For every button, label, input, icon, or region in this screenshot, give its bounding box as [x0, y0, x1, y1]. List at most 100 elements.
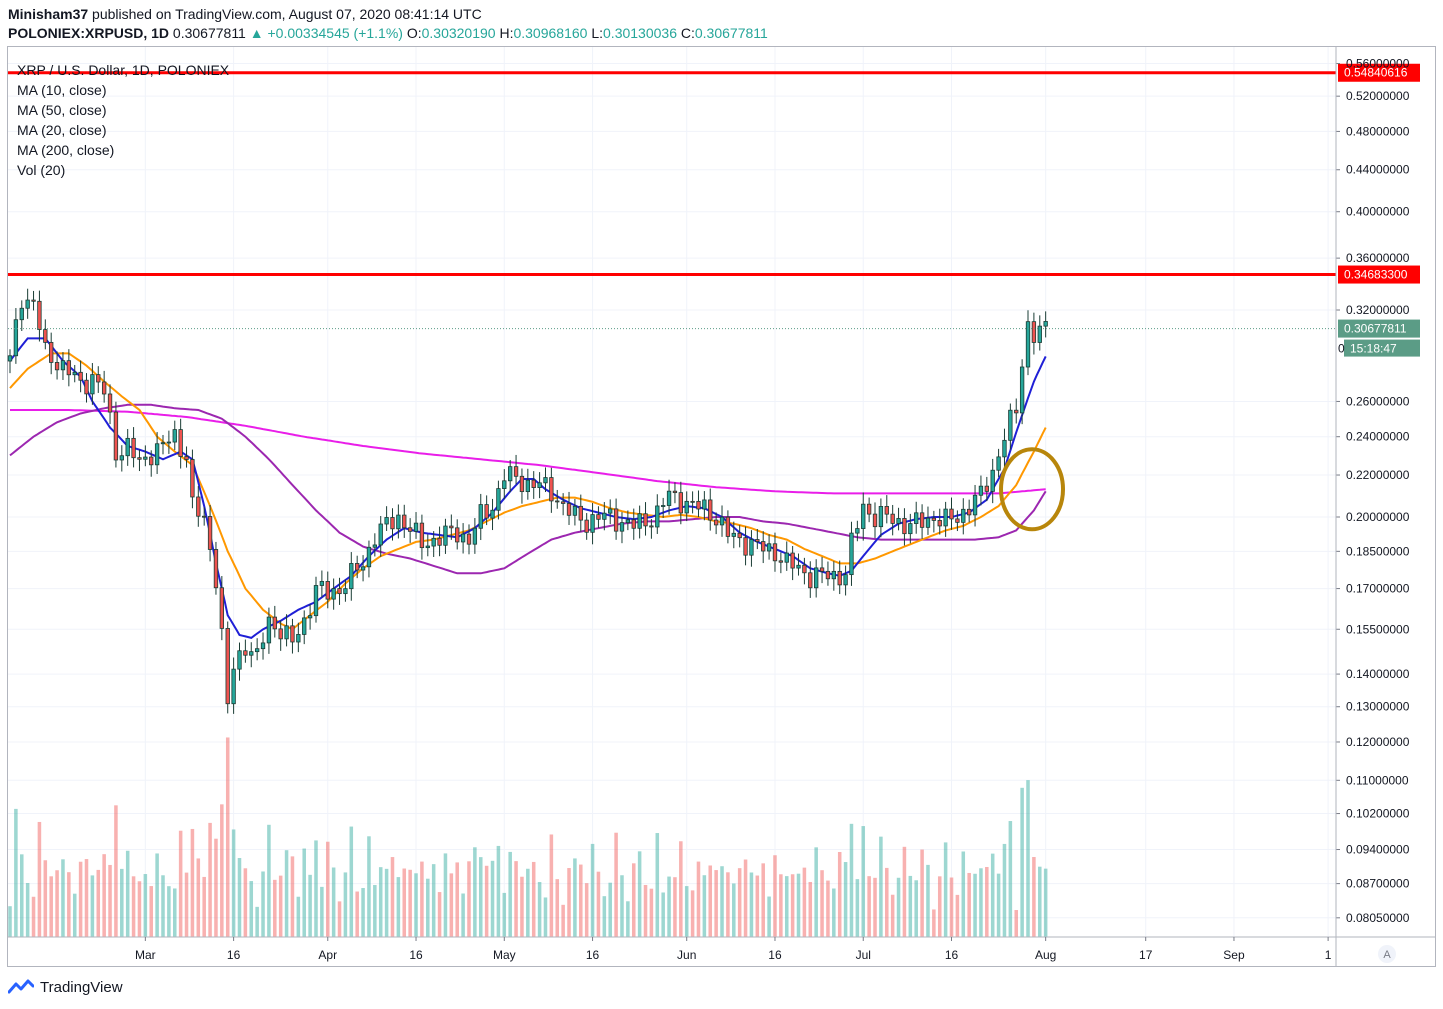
- volume-bar: [543, 897, 548, 937]
- resistance-price-label: 0.34683300: [1344, 268, 1408, 282]
- volume-bar: [779, 874, 783, 937]
- y-tick-label: 0.56000000: [1346, 57, 1410, 71]
- candle-body: [172, 429, 177, 443]
- volume-bar: [784, 876, 789, 937]
- candle-body: [455, 527, 460, 543]
- candle-body: [625, 519, 631, 524]
- volume-bar: [331, 867, 336, 937]
- candle-body: [890, 513, 895, 524]
- candle-body: [266, 616, 272, 644]
- candle-body: [460, 533, 466, 543]
- y-tick-label: 0.13000000: [1346, 700, 1410, 714]
- volume-bar: [161, 875, 165, 937]
- candle-body: [537, 482, 542, 488]
- candle-body: [490, 509, 495, 519]
- candle-body: [313, 585, 319, 617]
- candle-body: [443, 525, 448, 546]
- candle-body: [325, 581, 330, 600]
- volume-bar: [949, 877, 954, 937]
- volume-bar: [278, 875, 283, 937]
- candle-body: [231, 668, 236, 705]
- volume-bar: [714, 870, 718, 937]
- volume-bar: [143, 874, 148, 937]
- candle-body: [107, 393, 113, 413]
- candle-body: [914, 512, 919, 524]
- author-name: Minisham37: [8, 6, 89, 22]
- volume-bar: [720, 866, 724, 937]
- legend-vol: Vol (20): [17, 162, 66, 178]
- candle-body: [154, 443, 160, 466]
- volume-bar: [255, 906, 259, 937]
- chart-frame[interactable]: [7, 46, 1436, 967]
- candle-body: [702, 499, 707, 510]
- resistance-price-tag: [1338, 265, 1420, 284]
- candle-body: [902, 518, 907, 535]
- candle-body: [466, 533, 472, 545]
- volume-bar: [855, 879, 860, 937]
- volume-bar: [920, 849, 924, 937]
- volume-bar: [637, 851, 642, 937]
- volume-bar: [961, 851, 966, 937]
- candle-body: [808, 572, 813, 589]
- candle-body: [7, 355, 13, 362]
- candle-body: [160, 442, 166, 445]
- tradingview-logo-icon: [8, 979, 34, 994]
- volume-bar: [55, 870, 59, 937]
- volume-bar: [796, 873, 801, 937]
- candle-body: [254, 648, 260, 653]
- candle-body: [961, 508, 966, 523]
- volume-bar: [1038, 866, 1042, 937]
- last-price-tag: [1338, 319, 1420, 338]
- candle-body: [78, 371, 83, 381]
- candle-body: [131, 437, 136, 459]
- y-tick-label: 0.11000000: [1346, 773, 1409, 787]
- volume-bar: [314, 840, 318, 937]
- candle-body: [572, 505, 578, 516]
- candle-body: [272, 616, 277, 630]
- y-tick-label: 0.08700000: [1346, 877, 1410, 891]
- candle-body: [508, 466, 513, 482]
- volume-bar: [937, 876, 942, 937]
- candle-body: [331, 588, 336, 600]
- volume-bar: [37, 821, 42, 937]
- volume-bar: [843, 862, 848, 937]
- volume-bar: [437, 892, 442, 937]
- candle-body: [931, 517, 937, 521]
- volume-bar: [932, 909, 936, 937]
- volume-bar: [420, 861, 424, 937]
- candle-body: [566, 503, 572, 516]
- volume-bar: [249, 881, 254, 937]
- y-tick-label: 0.32000000: [1346, 303, 1410, 317]
- candle-body: [878, 506, 884, 528]
- candle-body: [472, 527, 478, 545]
- volume-bar: [873, 877, 877, 937]
- candle-body: [837, 570, 842, 586]
- volume-bar: [261, 871, 265, 937]
- candle-body: [613, 508, 619, 532]
- candle-body: [413, 522, 419, 532]
- volume-bar: [378, 867, 383, 937]
- footer-brand[interactable]: TradingView: [8, 978, 123, 996]
- candle-body: [237, 650, 242, 670]
- volume-bar: [820, 870, 824, 937]
- candle-body: [531, 479, 536, 488]
- volume-bar: [484, 865, 489, 937]
- volume-bar: [943, 842, 948, 937]
- volume-bar: [767, 896, 771, 937]
- volume-bar: [290, 856, 295, 937]
- candle-body: [731, 532, 736, 537]
- ohlc-header: POLONIEX:XRPUSD, 1D 0.30677811 ▲ +0.0033…: [8, 25, 768, 41]
- candle-body: [972, 494, 978, 516]
- y-tick-label: 0.17000000: [1346, 582, 1410, 596]
- volume-bar: [361, 888, 365, 937]
- candle-body: [743, 537, 748, 556]
- candle-body: [84, 379, 89, 395]
- volume-bar: [1014, 910, 1019, 937]
- volume-bar: [985, 866, 989, 937]
- volume-bar: [1026, 780, 1030, 937]
- volume-bar: [461, 893, 465, 937]
- candle-body: [419, 522, 425, 549]
- candle-body: [866, 503, 872, 515]
- volume-bar: [773, 855, 777, 937]
